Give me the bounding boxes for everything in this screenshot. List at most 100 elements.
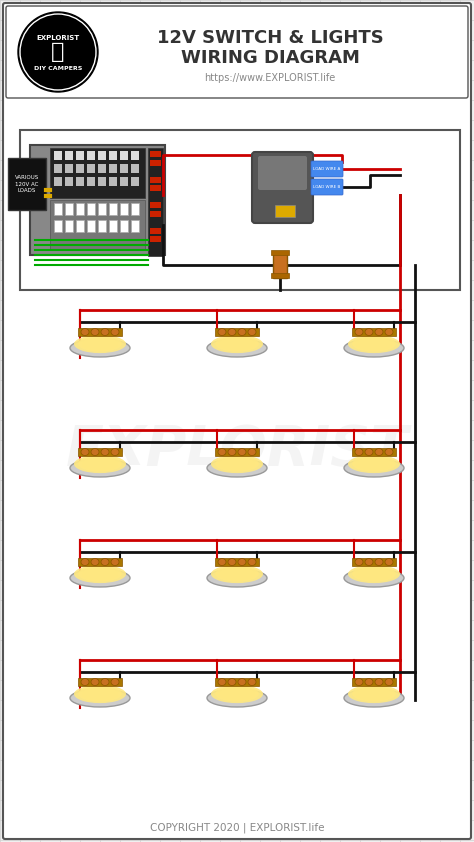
- Bar: [131, 164, 139, 173]
- Bar: [352, 678, 396, 686]
- FancyBboxPatch shape: [252, 152, 313, 223]
- Bar: [98, 177, 106, 186]
- Ellipse shape: [215, 686, 259, 701]
- Ellipse shape: [238, 328, 246, 335]
- Ellipse shape: [344, 339, 404, 357]
- Ellipse shape: [78, 456, 122, 472]
- Bar: [131, 177, 139, 186]
- Ellipse shape: [81, 449, 89, 456]
- Ellipse shape: [218, 558, 226, 566]
- Ellipse shape: [355, 328, 363, 335]
- Ellipse shape: [348, 455, 400, 473]
- Ellipse shape: [385, 328, 393, 335]
- Bar: [8, 100, 466, 800]
- Ellipse shape: [385, 449, 393, 456]
- Bar: [120, 203, 128, 215]
- Bar: [352, 448, 396, 456]
- Ellipse shape: [215, 567, 259, 582]
- Ellipse shape: [82, 568, 118, 580]
- Bar: [98, 203, 106, 215]
- Bar: [215, 558, 259, 566]
- Ellipse shape: [228, 558, 236, 566]
- Ellipse shape: [70, 459, 130, 477]
- Bar: [120, 220, 128, 232]
- Bar: [50, 200, 145, 250]
- Ellipse shape: [207, 689, 267, 707]
- Ellipse shape: [344, 569, 404, 587]
- Ellipse shape: [238, 449, 246, 456]
- Text: LOAD WIRE A: LOAD WIRE A: [313, 167, 341, 171]
- FancyBboxPatch shape: [258, 156, 307, 190]
- Ellipse shape: [355, 558, 363, 566]
- Ellipse shape: [111, 328, 119, 335]
- Bar: [109, 177, 117, 186]
- Ellipse shape: [248, 558, 256, 566]
- Bar: [54, 203, 62, 215]
- Bar: [50, 148, 145, 198]
- Ellipse shape: [375, 558, 383, 566]
- Ellipse shape: [365, 449, 373, 456]
- Ellipse shape: [211, 335, 263, 353]
- Bar: [275, 205, 295, 217]
- Bar: [150, 219, 161, 225]
- Ellipse shape: [211, 685, 263, 703]
- Ellipse shape: [81, 558, 89, 566]
- Bar: [150, 185, 161, 191]
- Bar: [87, 203, 95, 215]
- Bar: [54, 177, 62, 186]
- Ellipse shape: [81, 328, 89, 335]
- Ellipse shape: [248, 449, 256, 456]
- Ellipse shape: [111, 679, 119, 685]
- Ellipse shape: [101, 558, 109, 566]
- Bar: [78, 328, 122, 336]
- Bar: [150, 210, 161, 216]
- Ellipse shape: [207, 339, 267, 357]
- Bar: [65, 177, 73, 186]
- Text: VARIOUS
120V AC
LOADS: VARIOUS 120V AC LOADS: [15, 175, 39, 193]
- Ellipse shape: [238, 558, 246, 566]
- Bar: [65, 151, 73, 160]
- Ellipse shape: [207, 459, 267, 477]
- Ellipse shape: [91, 679, 99, 685]
- Bar: [98, 151, 106, 160]
- Bar: [120, 151, 128, 160]
- Bar: [65, 164, 73, 173]
- Ellipse shape: [74, 565, 126, 584]
- Ellipse shape: [101, 679, 109, 685]
- Bar: [76, 177, 84, 186]
- Bar: [150, 168, 161, 174]
- Ellipse shape: [219, 568, 255, 580]
- Bar: [120, 164, 128, 173]
- Bar: [54, 220, 62, 232]
- Ellipse shape: [91, 558, 99, 566]
- Bar: [78, 448, 122, 456]
- Bar: [76, 151, 84, 160]
- Bar: [271, 273, 289, 278]
- Ellipse shape: [207, 569, 267, 587]
- Ellipse shape: [356, 458, 392, 471]
- Ellipse shape: [70, 339, 130, 357]
- Bar: [76, 220, 84, 232]
- Bar: [215, 678, 259, 686]
- Ellipse shape: [348, 685, 400, 703]
- Ellipse shape: [211, 565, 263, 584]
- Bar: [87, 151, 95, 160]
- Ellipse shape: [215, 336, 259, 352]
- Ellipse shape: [352, 686, 396, 701]
- Text: WIRING DIAGRAM: WIRING DIAGRAM: [181, 49, 359, 67]
- Ellipse shape: [344, 459, 404, 477]
- Bar: [87, 220, 95, 232]
- Ellipse shape: [215, 456, 259, 472]
- Ellipse shape: [356, 688, 392, 701]
- Ellipse shape: [218, 679, 226, 685]
- Bar: [150, 227, 161, 233]
- FancyBboxPatch shape: [3, 3, 471, 839]
- Bar: [215, 328, 259, 336]
- Bar: [273, 252, 287, 278]
- Ellipse shape: [365, 328, 373, 335]
- Bar: [109, 164, 117, 173]
- Bar: [150, 244, 161, 251]
- Bar: [20, 130, 460, 290]
- Bar: [98, 220, 106, 232]
- Ellipse shape: [101, 449, 109, 456]
